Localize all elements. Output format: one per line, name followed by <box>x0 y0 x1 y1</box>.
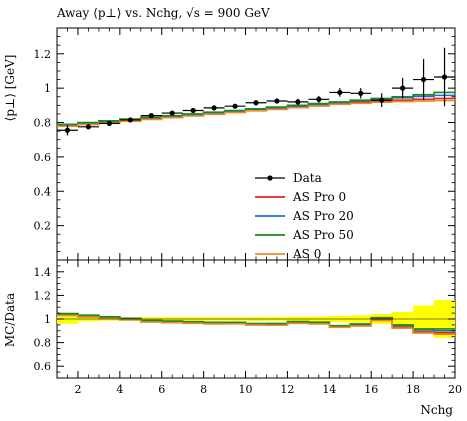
data-point-marker <box>211 105 217 111</box>
data-point-marker <box>169 110 175 116</box>
chart-title: Away ⟨p⊥⟩ vs. Nchg, √s = 900 GeV <box>56 6 270 20</box>
x-tick-label: 12 <box>280 383 294 396</box>
x-tick-label: 6 <box>158 383 165 396</box>
main-panel: 0.2 0.4 0.6 0.8 1 1.2 Data AS Pro 0 AS Pro 20 AS… <box>34 27 456 261</box>
data-point <box>329 88 351 97</box>
data-point <box>350 88 372 99</box>
x-tick-label: 2 <box>74 383 81 396</box>
data-point <box>77 124 99 130</box>
y-tick-label: 0.8 <box>34 117 52 130</box>
legend-label: AS Pro 20 <box>292 209 354 223</box>
ratio-x-ticks: 2 4 6 8 10 12 14 16 18 20 <box>56 260 462 396</box>
legend-item: AS Pro 50 <box>255 228 354 242</box>
data-points-layer <box>57 47 455 136</box>
x-tick-label: 18 <box>406 383 420 396</box>
legend-label: AS 0 <box>292 247 321 261</box>
legend-item: AS Pro 20 <box>255 209 354 223</box>
legend-item: AS 0 <box>255 247 321 261</box>
data-point-marker <box>441 74 448 80</box>
ratio-panel: 0.6 0.8 1 1.2 1.4 2 4 6 8 10 12 14 16 18 20 <box>34 259 462 396</box>
data-point <box>224 103 246 109</box>
x-tick-label: 14 <box>322 383 336 396</box>
data-point-marker <box>379 97 385 103</box>
legend: Data AS Pro 0 AS Pro 20 AS Pro 50 AS 0 <box>255 171 354 261</box>
y-tick-label: 0.6 <box>34 151 52 164</box>
ratio-line-4 <box>57 314 455 335</box>
y-tick-label: 1.2 <box>34 48 52 61</box>
main-plot-frame <box>56 27 456 261</box>
x-tick-label: 8 <box>200 383 207 396</box>
legend-item: AS Pro 0 <box>255 190 346 204</box>
data-point-marker <box>253 100 259 106</box>
data-point-marker <box>106 120 112 126</box>
x-tick-label: 16 <box>364 383 378 396</box>
y-tick-label: 0.2 <box>34 220 52 233</box>
series-line-4 <box>57 99 455 128</box>
data-point-marker <box>420 76 427 83</box>
ratio-y-ticks: 0.6 0.8 1 1.2 1.4 <box>34 265 455 373</box>
data-point-marker <box>64 127 71 133</box>
data-point-marker <box>295 99 301 105</box>
main-y-ticks: 0.2 0.4 0.6 0.8 1 1.2 <box>34 36 455 252</box>
main-series-layer <box>57 91 455 128</box>
ratio-y-tick-label: 1 <box>44 313 51 326</box>
data-point-marker <box>337 89 343 96</box>
data-point <box>57 125 78 136</box>
data-point-marker <box>127 117 133 123</box>
legend-label: AS Pro 50 <box>292 228 354 242</box>
data-point <box>392 77 414 99</box>
ratio-line-3 <box>57 312 455 330</box>
x-tick-label: 20 <box>448 383 462 396</box>
data-point-marker <box>148 113 154 119</box>
data-point <box>413 58 435 101</box>
legend-label: AS Pro 0 <box>292 190 346 204</box>
data-point <box>434 47 455 107</box>
data-point-marker <box>274 98 280 104</box>
data-point <box>371 93 393 108</box>
ratio-y-axis-label: MC/Data <box>3 293 17 347</box>
legend-label: Data <box>293 171 322 185</box>
ratio-y-tick-label: 0.6 <box>34 360 52 373</box>
main-x-ticks <box>56 28 456 260</box>
y-tick-label: 1 <box>44 82 51 95</box>
series-line-3 <box>57 91 455 126</box>
x-tick-label: 10 <box>239 383 253 396</box>
data-point <box>98 120 120 126</box>
y-tick-label: 0.4 <box>34 185 52 198</box>
data-point-marker <box>232 103 238 109</box>
ratio-series-layer <box>57 312 455 335</box>
ratio-y-tick-label: 1.4 <box>34 266 52 279</box>
data-point-marker <box>358 90 364 96</box>
data-point <box>308 95 330 103</box>
x-tick-label: 4 <box>116 383 123 396</box>
legend-data-marker <box>267 175 273 181</box>
legend-item: Data <box>255 171 322 185</box>
ratio-y-tick-label: 0.8 <box>34 337 52 350</box>
data-point-marker <box>316 96 322 102</box>
data-point-marker <box>400 85 406 91</box>
data-point <box>266 98 288 104</box>
data-point <box>119 117 141 123</box>
x-axis-label: Nchg <box>420 403 453 417</box>
data-point <box>203 105 225 111</box>
data-point <box>245 100 267 106</box>
ratio-y-tick-label: 1.2 <box>34 289 52 302</box>
data-point-marker <box>190 107 196 114</box>
data-point <box>140 113 162 119</box>
data-point <box>287 98 309 105</box>
data-point-marker <box>85 124 92 130</box>
y-axis-label: ⟨p⊥⟩ [GeV] <box>3 55 17 122</box>
data-point <box>182 107 204 114</box>
data-point <box>161 110 183 116</box>
